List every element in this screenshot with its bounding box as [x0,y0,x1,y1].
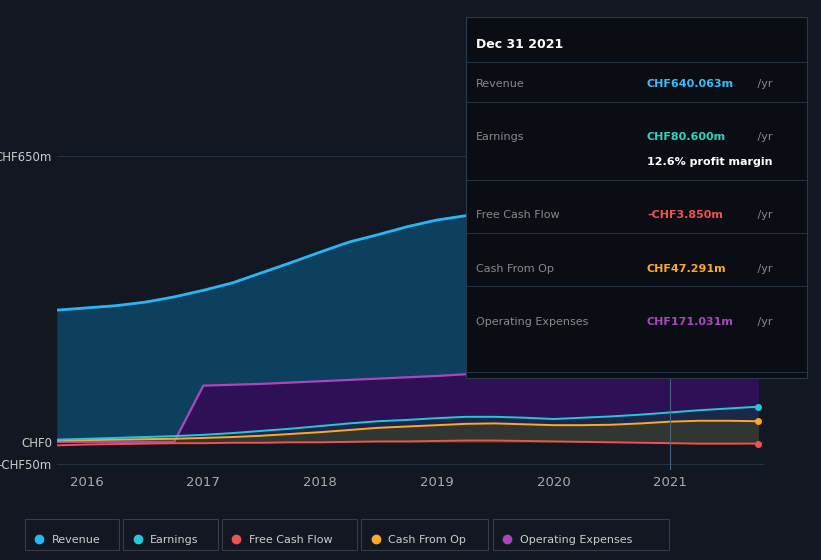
Text: Operating Expenses: Operating Expenses [476,317,589,327]
Text: CHF47.291m: CHF47.291m [647,264,727,274]
Text: Dec 31 2021: Dec 31 2021 [476,38,563,50]
Text: CHF171.031m: CHF171.031m [647,317,734,327]
Text: Operating Expenses: Operating Expenses [520,535,632,545]
Text: /yr: /yr [754,264,773,274]
Text: Revenue: Revenue [476,79,525,89]
Text: /yr: /yr [754,317,773,327]
Text: 12.6% profit margin: 12.6% profit margin [647,157,773,167]
Text: Cash From Op: Cash From Op [476,264,554,274]
Text: Earnings: Earnings [476,132,525,142]
Text: CHF640.063m: CHF640.063m [647,79,734,89]
Text: Free Cash Flow: Free Cash Flow [249,535,333,545]
Text: Free Cash Flow: Free Cash Flow [476,211,560,221]
Text: Revenue: Revenue [52,535,100,545]
Text: /yr: /yr [754,79,773,89]
Text: Earnings: Earnings [150,535,199,545]
Text: Cash From Op: Cash From Op [388,535,466,545]
Text: /yr: /yr [754,211,773,221]
Text: -CHF3.850m: -CHF3.850m [647,211,722,221]
Text: CHF80.600m: CHF80.600m [647,132,726,142]
Text: /yr: /yr [754,132,773,142]
